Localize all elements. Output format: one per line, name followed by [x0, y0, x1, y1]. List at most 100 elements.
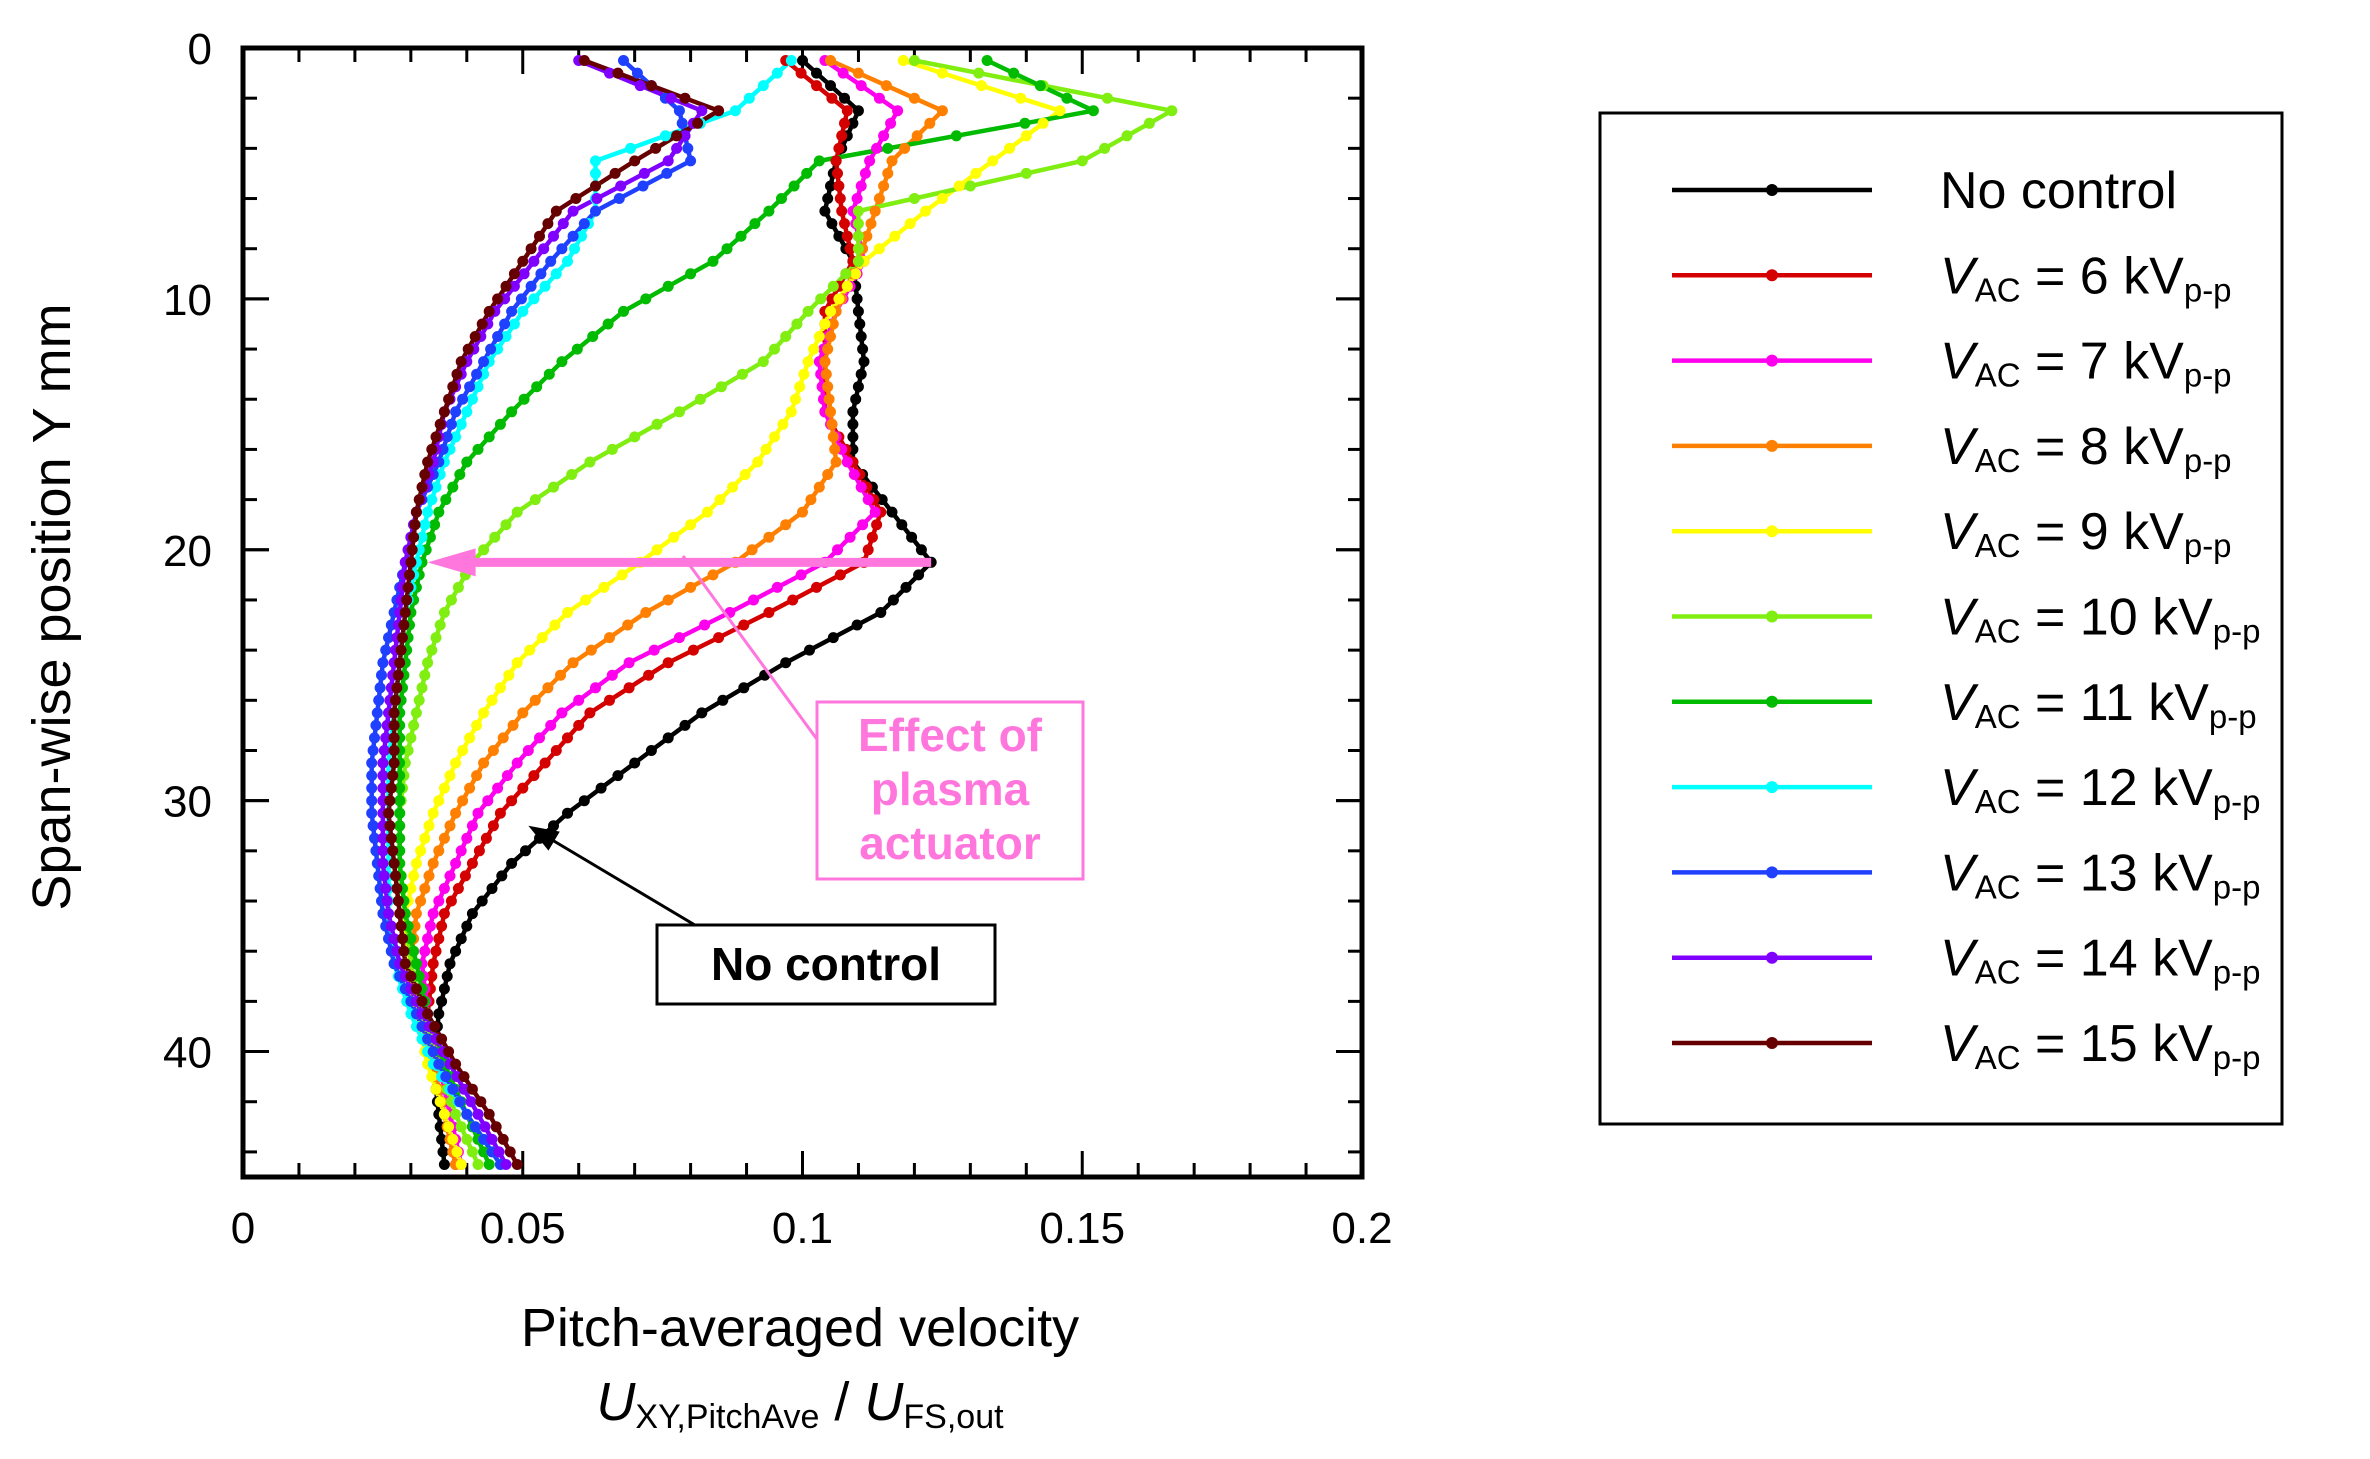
data-point: [483, 1159, 495, 1170]
data-point: [508, 318, 520, 330]
data-point: [613, 193, 625, 204]
data-point: [440, 1071, 452, 1083]
data-point: [367, 820, 379, 832]
data-point: [760, 443, 772, 455]
data-point: [507, 719, 519, 731]
data-point: [616, 569, 628, 581]
data-point: [1004, 142, 1015, 154]
data-point: [851, 293, 863, 305]
legend-sub-pp: p-p: [2213, 613, 2261, 650]
data-point: [826, 418, 838, 430]
y-tick-label: 40: [163, 1029, 212, 1078]
data-point: [906, 531, 918, 543]
data-point: [822, 193, 834, 204]
data-point: [436, 920, 448, 932]
data-point: [500, 331, 512, 342]
data-point: [438, 883, 450, 894]
data-point: [861, 230, 873, 242]
data-point: [839, 92, 850, 104]
data-point: [471, 719, 483, 731]
data-point: [970, 167, 982, 179]
data-point: [699, 619, 711, 631]
data-point: [457, 795, 469, 807]
data-point: [504, 1146, 516, 1158]
data-point: [875, 607, 887, 618]
data-point: [433, 506, 445, 518]
effect-line-2: plasma: [871, 763, 1030, 815]
data-point: [679, 719, 691, 731]
data-point: [950, 130, 962, 142]
data-point: [920, 205, 932, 217]
data-point: [827, 431, 839, 443]
data-point: [622, 619, 634, 631]
data-point: [436, 1033, 448, 1045]
data-point: [443, 1046, 455, 1058]
y-axis-title: Span-wise position Y mm: [22, 303, 82, 910]
data-point: [802, 305, 814, 317]
data-point: [834, 193, 846, 204]
data-point: [548, 230, 559, 242]
data-point: [394, 820, 406, 832]
data-point: [839, 218, 850, 230]
data-point: [717, 694, 729, 706]
data-point: [520, 845, 531, 857]
data-point: [811, 581, 822, 593]
data-point: [606, 669, 618, 681]
data-point: [651, 544, 663, 556]
data-point: [573, 719, 585, 731]
data-point: [1020, 167, 1032, 179]
data-point: [410, 857, 422, 869]
data-point: [692, 117, 704, 129]
data-point: [780, 657, 792, 669]
data-point: [685, 581, 697, 593]
data-point: [851, 193, 863, 204]
data-point: [834, 569, 846, 581]
data-point: [371, 707, 383, 719]
formula-num-main: U: [596, 1372, 636, 1432]
data-point: [777, 418, 789, 430]
legend-v: V: [1940, 333, 1979, 391]
data-point: [381, 895, 393, 907]
data-point: [489, 531, 501, 543]
data-point: [464, 732, 476, 744]
data-point: [859, 167, 871, 179]
legend-marker: [1766, 354, 1778, 367]
data-point: [483, 305, 495, 317]
data-point: [829, 443, 841, 455]
data-point: [836, 130, 848, 142]
data-point: [500, 519, 512, 531]
data-point: [637, 180, 649, 192]
data-point: [376, 669, 387, 681]
data-point: [415, 895, 427, 907]
data-point: [405, 970, 417, 982]
data-point: [739, 469, 751, 480]
data-point: [604, 694, 615, 706]
legend-marker: [1766, 269, 1778, 282]
data-point: [830, 155, 842, 167]
data-point: [743, 92, 755, 104]
data-point: [826, 218, 838, 230]
data-point: [855, 331, 867, 342]
data-point: [427, 807, 439, 819]
data-point: [438, 607, 450, 618]
data-point: [841, 105, 853, 117]
data-point: [571, 343, 583, 355]
data-point: [562, 732, 573, 744]
data-point: [769, 343, 780, 355]
data-point: [385, 782, 397, 794]
data-point: [638, 167, 650, 179]
x-tick-label: 0.2: [1331, 1204, 1392, 1253]
data-point: [370, 719, 382, 731]
data-point: [871, 519, 883, 531]
data-point: [388, 933, 400, 945]
data-point: [465, 1096, 477, 1108]
data-point: [397, 933, 408, 945]
data-point: [676, 117, 688, 129]
data-point: [388, 745, 400, 756]
data-point: [892, 105, 904, 117]
data-point: [820, 368, 832, 380]
data-point: [763, 205, 775, 217]
effect-box: [815, 700, 1085, 881]
data-point: [397, 632, 408, 644]
data-point: [629, 431, 641, 443]
